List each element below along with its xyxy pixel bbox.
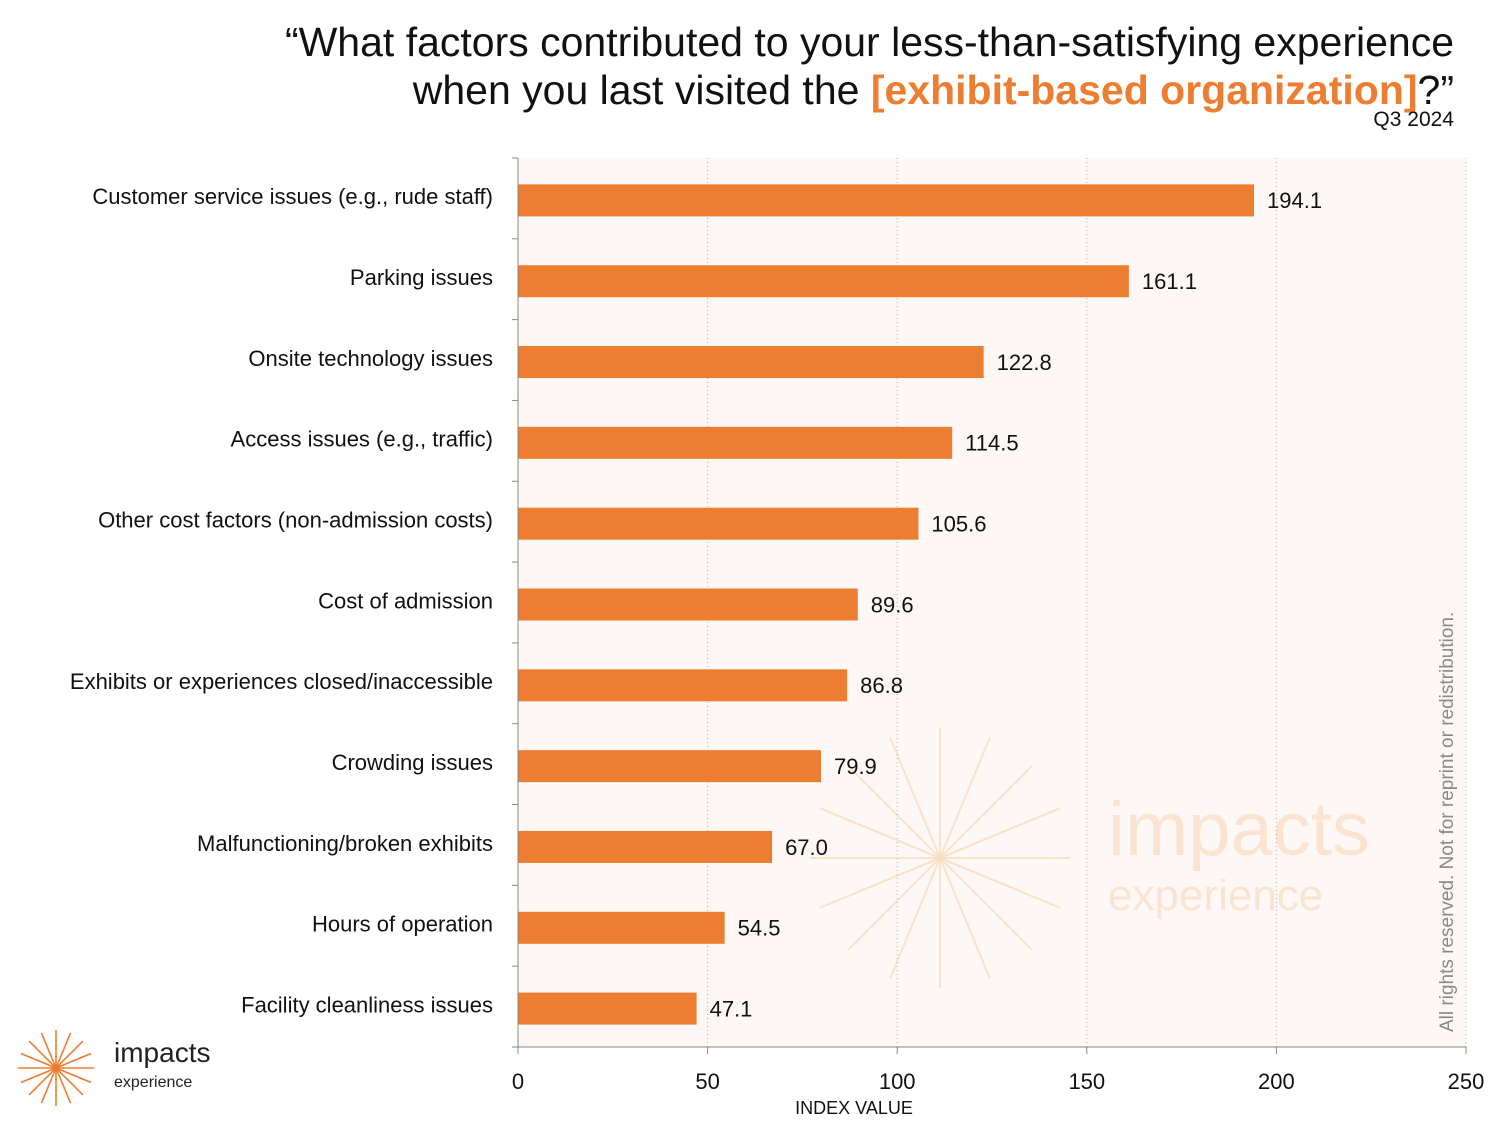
brand-logo: impacts experience [14,1026,234,1106]
value-label: 79.9 [834,754,877,779]
chart-title: “What factors contributed to your less-t… [14,18,1454,114]
title-line-2-suffix: ?” [1417,67,1454,113]
category-label: Malfunctioning/broken exhibits [197,831,493,856]
x-tick-label: 0 [512,1069,524,1094]
x-tick-label: 250 [1448,1069,1485,1094]
title-line-1: “What factors contributed to your less-t… [284,19,1454,65]
bar-1 [518,265,1129,298]
logo-word: impacts [114,1037,211,1068]
watermark-word: impacts [1108,787,1370,872]
category-label: Parking issues [350,265,493,290]
bar-4 [518,507,919,540]
bar-8 [518,830,773,863]
bar-9 [518,911,725,944]
bar-6 [518,669,848,702]
bar-3 [518,426,953,459]
x-axis-title: INDEX VALUE [795,1098,913,1118]
title-line-2-prefix: when you last visited the [412,67,871,113]
value-label: 67.0 [785,835,828,860]
category-label: Other cost factors (non-admission costs) [98,507,493,532]
category-label: Customer service issues (e.g., rude staf… [92,184,493,209]
category-label: Crowding issues [332,750,493,775]
logo-subword: experience [114,1074,193,1091]
x-tick-label: 200 [1258,1069,1295,1094]
x-tick-label: 100 [879,1069,916,1094]
value-label: 89.6 [871,592,914,617]
bar-10 [518,992,697,1025]
category-label: Onsite technology issues [248,346,493,371]
category-label: Access issues (e.g., traffic) [231,427,493,452]
bar-7 [518,750,821,783]
chart-period: Q3 2024 [1373,108,1454,131]
title-highlight: [exhibit-based organization] [870,67,1418,113]
value-label: 105.6 [931,511,986,536]
title-line-2: when you last visited the [exhibit-based… [14,66,1454,114]
logo-sunburst-icon [18,1030,94,1106]
watermark-subword: experience [1108,871,1323,920]
bar-5 [518,588,858,621]
bar-0 [518,184,1255,217]
watermark: impacts experience [810,728,1370,988]
x-tick-label: 150 [1068,1069,1105,1094]
category-label: Hours of operation [312,912,493,937]
value-label: 161.1 [1142,269,1197,294]
value-label: 86.8 [860,673,903,698]
value-label: 194.1 [1267,188,1322,213]
x-tick-label: 50 [695,1069,719,1094]
category-label: Cost of admission [318,588,493,613]
value-label: 122.8 [997,350,1052,375]
watermark-sunburst-icon [810,728,1070,988]
category-label: Exhibits or experiences closed/inaccessi… [70,669,493,694]
value-label: 54.5 [738,916,781,941]
bars: Customer service issues (e.g., rude staf… [70,184,1322,1025]
bar-2 [518,346,984,379]
rights-notice: All rights reserved. Not for reprint or … [1437,611,1458,1032]
category-label: Facility cleanliness issues [241,992,493,1017]
value-label: 47.1 [710,996,753,1021]
value-label: 114.5 [965,431,1018,456]
axes: 0 50 100 150 200 250 [512,157,1485,1094]
